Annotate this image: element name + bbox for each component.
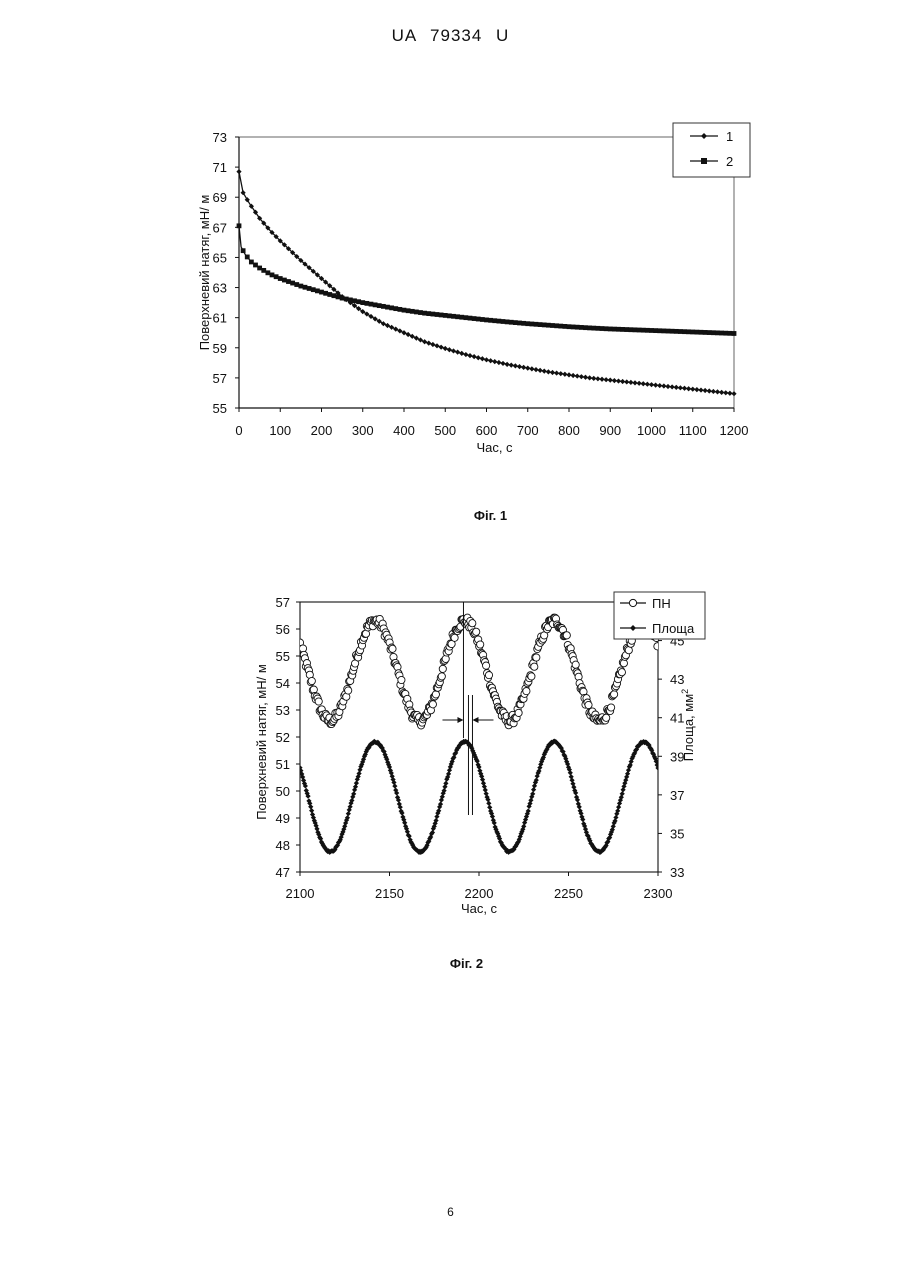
- plot-marks: [296, 614, 661, 855]
- y-tick-label: 52: [276, 730, 290, 745]
- y2-tick-label: 37: [670, 788, 684, 803]
- series-pn-point: [345, 687, 352, 694]
- series-pn-point: [398, 676, 405, 683]
- y-tick-label: 56: [276, 622, 290, 637]
- y-tick-label: 49: [276, 811, 290, 826]
- chart-oscillation-tension-and-area: 4748495051525354555657333537394143452100…: [0, 0, 901, 960]
- series-pn-point: [451, 634, 458, 641]
- series-pn-point: [618, 669, 625, 676]
- y2-tick-label: 43: [670, 672, 684, 687]
- y-tick-label: 54: [276, 676, 290, 691]
- legend: ПН Площа: [614, 592, 705, 639]
- series-pn-point: [515, 709, 522, 716]
- series-area-point: [531, 787, 536, 792]
- annotation-arrowhead: [457, 717, 463, 723]
- y-tick-label: 51: [276, 757, 290, 772]
- y2-tick-label: 33: [670, 865, 684, 880]
- series-pn-point: [439, 665, 446, 672]
- y2-tick-label: 35: [670, 826, 684, 841]
- series-pn-point: [483, 662, 490, 669]
- y-tick-label: 47: [276, 865, 290, 880]
- y-tick-label: 50: [276, 784, 290, 799]
- x-axis-title: Час, с: [461, 901, 498, 916]
- legend-label: Площа: [652, 621, 695, 636]
- series-area-point: [487, 805, 492, 810]
- series-pn-point: [389, 645, 396, 652]
- series-pn-point: [310, 686, 317, 693]
- series-pn-point: [473, 628, 480, 635]
- series-pn-point: [528, 673, 535, 680]
- series-pn-point: [603, 714, 610, 721]
- legend-label: ПН: [652, 596, 671, 611]
- x-tick-label: 2250: [554, 886, 583, 901]
- series-pn-point: [469, 620, 476, 627]
- series-pn-point: [429, 701, 436, 708]
- x-tick-label: 2150: [375, 886, 404, 901]
- x-tick-label: 2200: [465, 886, 494, 901]
- page-number: 6: [0, 1205, 901, 1219]
- y2-axis-title-superscript: 2: [680, 689, 690, 694]
- series-pn-point: [485, 672, 492, 679]
- series-area-point: [392, 783, 397, 788]
- series-pn-point: [611, 691, 618, 698]
- series-pn-point: [523, 688, 530, 695]
- series-pn-point: [608, 704, 615, 711]
- annotation-arrowhead: [472, 717, 478, 723]
- series-pn-point: [315, 698, 322, 705]
- legend-marker-open-circle: [629, 599, 636, 606]
- series-pn-point: [438, 673, 445, 680]
- series-area-point: [620, 791, 625, 796]
- y-tick-label: 48: [276, 838, 290, 853]
- figure-2-caption: Фіг. 2: [16, 956, 901, 971]
- series-pn-point: [654, 643, 661, 650]
- series-pn-point: [477, 641, 484, 648]
- series-pn-point: [533, 654, 540, 661]
- series-area-point: [309, 808, 314, 813]
- x-tick-label: 2300: [644, 886, 673, 901]
- x-tick-label: 2100: [286, 886, 315, 901]
- series-pn-point: [572, 661, 579, 668]
- series-area-point: [486, 801, 491, 806]
- y-tick-label: 53: [276, 703, 290, 718]
- y-tick-label: 57: [276, 595, 290, 610]
- y-tick-label: 55: [276, 649, 290, 664]
- y-axis-title: Поверхневий натяг, мН/ м: [254, 664, 269, 820]
- series-pn-point: [432, 691, 439, 698]
- series-area-point: [346, 811, 351, 816]
- y2-axis-title: Площа, мм2: [680, 689, 696, 761]
- series-pn-point: [531, 663, 538, 670]
- series-area-point: [354, 781, 359, 786]
- series-pn-point: [308, 677, 315, 684]
- series-pn-point: [563, 632, 570, 639]
- series-area-point: [616, 804, 621, 809]
- series-pn-point: [585, 701, 592, 708]
